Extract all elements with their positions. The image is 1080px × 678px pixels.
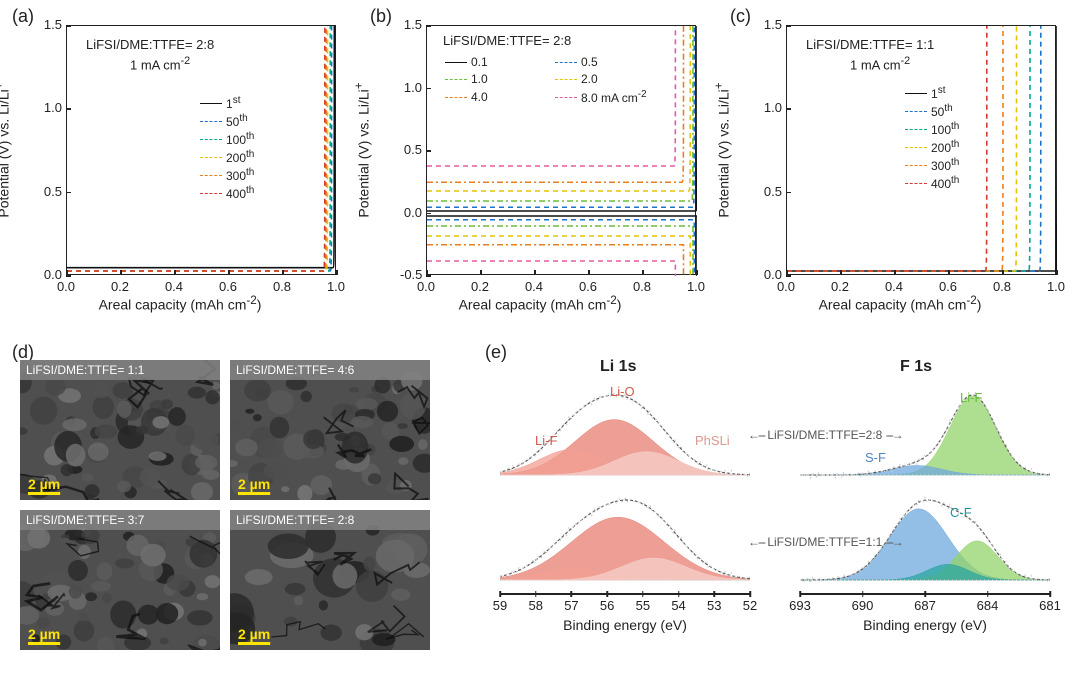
sem-scalebar: 2 µm [28, 476, 60, 492]
xps-f-xtick: 684 [977, 598, 999, 613]
chart-c-ytick: 1.0 [760, 100, 782, 115]
sem-caption: LiFSI/DME:TTFE= 2:8 [230, 510, 430, 530]
xps-f-xtick: 687 [914, 598, 936, 613]
xps-li-xtick: 52 [743, 598, 757, 613]
xps-f-xtick: 693 [789, 598, 811, 613]
xps-f-xtick: 690 [852, 598, 874, 613]
chart-a-ytick: 0.5 [40, 184, 62, 199]
chart-b-xtick: 0.2 [468, 279, 492, 294]
chart-b-legend: 0.10.51.02.04.08.0 mA cm-2 [445, 55, 665, 107]
sem-scalebar: 2 µm [238, 476, 270, 492]
xps-li-xtick: 56 [600, 598, 614, 613]
chart-b: -0.50.00.51.01.50.00.20.40.60.81.0Potent… [370, 15, 710, 315]
xps-li-xtick: 59 [493, 598, 507, 613]
xps-panel: 52 53 54 55 56 57 58 59 Binding energy (eV) Li 1s… [470, 350, 1070, 660]
chart-c-ylabel: Potential (V) vs. Li/Li+ [713, 82, 732, 217]
sem-caption: LiFSI/DME:TTFE= 4:6 [230, 360, 430, 380]
sem-grid: LiFSI/DME:TTFE= 1:12 µmLiFSI/DME:TTFE= 4… [10, 350, 440, 660]
chart-b-ytick: 0.0 [400, 205, 422, 220]
xps-label-cf: C-F [950, 505, 972, 520]
xps-li-xlabel: Binding energy (eV) [563, 617, 687, 633]
chart-c-xtick: 1.0 [1044, 279, 1068, 294]
chart-a-xlabel: Areal capacity (mAh cm-2) [99, 294, 262, 313]
chart-a-xtick: 0.8 [270, 279, 294, 294]
xps-li-xtick: 53 [707, 598, 721, 613]
chart-a-xtick: 1.0 [324, 279, 348, 294]
xps-label-sf: S-F [865, 450, 886, 465]
xps-f-xtick: 681 [1039, 598, 1061, 613]
chart-b-ytick: 1.5 [400, 17, 422, 32]
xps-label-lif-f: Li-F [960, 390, 982, 405]
chart-c-xtick: 0.6 [936, 279, 960, 294]
chart-b-xtick: 0.4 [522, 279, 546, 294]
xps-f-xlabel: Binding energy (eV) [863, 617, 987, 633]
chart-b-title1: LiFSI/DME:TTFE= 2:8 [443, 33, 571, 49]
chart-a-xtick: 0.6 [216, 279, 240, 294]
chart-a-ytick: 1.5 [40, 17, 62, 32]
chart-a-legend: 1st50th100th200th300th400th [200, 95, 254, 203]
xps-label-phsli: PhSLi [695, 433, 730, 448]
chart-b-ytick: 1.0 [400, 80, 422, 95]
xps-li-title: Li 1s [600, 358, 636, 376]
xps-li-xtick: 57 [564, 598, 578, 613]
chart-c-legend: 1st50th100th200th300th400th [905, 85, 959, 193]
chart-c-xlabel: Areal capacity (mAh cm-2) [819, 294, 982, 313]
chart-b-ylabel: Potential (V) vs. Li/Li+ [353, 82, 372, 217]
xps-f: 681684687690693Binding energy (eV) [800, 380, 1050, 625]
chart-a: 0.00.51.01.50.00.20.40.60.81.0Potential … [10, 15, 350, 315]
chart-b-xtick: 0.6 [576, 279, 600, 294]
sem-cell: LiFSI/DME:TTFE= 1:1 2 µm [20, 360, 220, 500]
sem-cell: LiFSI/DME:TTFE= 3:7 2 µm [20, 510, 220, 650]
xps-label-lif-li: Li-F [535, 433, 557, 448]
chart-c-xtick: 0.2 [828, 279, 852, 294]
chart-b-xtick: 1.0 [684, 279, 708, 294]
chart-a-title1: LiFSI/DME:TTFE= 2:8 [86, 37, 214, 53]
chart-c-xtick: 0.0 [774, 279, 798, 294]
chart-b-xlabel: Areal capacity (mAh cm-2) [459, 294, 622, 313]
sem-cell: LiFSI/DME:TTFE= 2:8 2 µm [230, 510, 430, 650]
xps-f-title: F 1s [900, 358, 932, 376]
chart-a-ylabel: Potential (V) vs. Li/Li+ [0, 82, 11, 217]
sem-scalebar: 2 µm [28, 626, 60, 642]
chart-c: 0.00.51.01.50.00.20.40.60.81.0Potential … [730, 15, 1070, 315]
xps-li: 5253545556575859Binding energy (eV) [500, 380, 750, 625]
xps-li-xtick: 54 [671, 598, 685, 613]
chart-a-xtick: 0.4 [162, 279, 186, 294]
row-bottom: LiFSI/DME:TTFE= 1:12 µmLiFSI/DME:TTFE= 4… [10, 350, 1070, 670]
xps-label-lio: Li-O [610, 384, 635, 399]
chart-a-ytick: 1.0 [40, 100, 62, 115]
chart-c-xtick: 0.4 [882, 279, 906, 294]
sem-scalebar: 2 µm [238, 626, 270, 642]
chart-a-xtick: 0.0 [54, 279, 78, 294]
sem-cell: LiFSI/DME:TTFE= 4:6 2 µm [230, 360, 430, 500]
xps-li-xtick: 55 [636, 598, 650, 613]
xps-li-xtick: 58 [528, 598, 542, 613]
sem-caption: LiFSI/DME:TTFE= 3:7 [20, 510, 220, 530]
xps-note: ←--- LiFSI/DME:TTFE=2:8 ---→ [748, 428, 902, 442]
chart-c-ytick: 1.5 [760, 17, 782, 32]
chart-a-title2: 1 mA cm-2 [130, 55, 190, 74]
chart-c-title2: 1 mA cm-2 [850, 55, 910, 74]
chart-c-title1: LiFSI/DME:TTFE= 1:1 [806, 37, 934, 53]
chart-b-ytick: 0.5 [400, 142, 422, 157]
chart-c-ytick: 0.5 [760, 184, 782, 199]
chart-b-xtick: 0.8 [630, 279, 654, 294]
row-charts: 0.0 0.5 1.0 1.5 0.0 0.2 0.4 0.6 0.8 1.0 Potential … [10, 15, 1070, 325]
xps-note: ←--- LiFSI/DME:TTFE=1:1 ---→ [748, 535, 902, 549]
chart-a-xtick: 0.2 [108, 279, 132, 294]
sem-caption: LiFSI/DME:TTFE= 1:1 [20, 360, 220, 380]
chart-b-xtick: 0.0 [414, 279, 438, 294]
chart-c-xtick: 0.8 [990, 279, 1014, 294]
